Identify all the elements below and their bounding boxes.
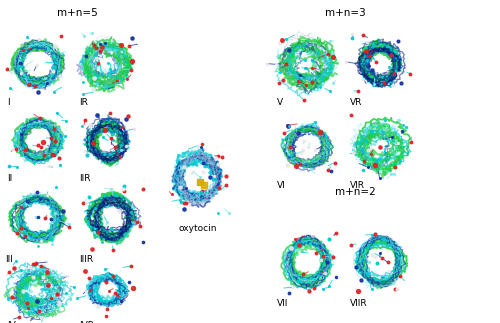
Text: IR: IR	[80, 98, 88, 107]
Text: m+n=2: m+n=2	[334, 187, 376, 197]
Text: IIR: IIR	[80, 174, 91, 183]
Text: m+n=3: m+n=3	[324, 8, 366, 18]
Text: II: II	[8, 174, 12, 183]
Text: IV: IV	[8, 321, 16, 323]
Text: IIIR: IIIR	[80, 255, 94, 264]
Text: IVR: IVR	[80, 321, 94, 323]
Text: VIIR: VIIR	[350, 298, 367, 307]
Text: III: III	[5, 255, 13, 264]
Text: VIR: VIR	[350, 181, 364, 190]
Text: VI: VI	[277, 181, 285, 190]
Text: m+n=5: m+n=5	[57, 8, 98, 18]
Text: oxytocin: oxytocin	[178, 224, 217, 234]
Text: V: V	[277, 98, 283, 107]
Text: VII: VII	[277, 298, 288, 307]
Text: I: I	[8, 98, 10, 107]
Text: VR: VR	[350, 98, 362, 107]
